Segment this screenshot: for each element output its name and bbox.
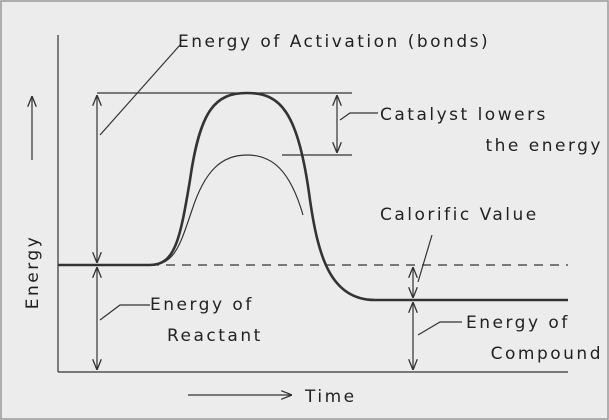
- compound-label: Energy of: [466, 313, 570, 333]
- compound-label: Compound: [491, 344, 603, 364]
- x-axis-label: Time: [304, 387, 357, 407]
- leader: [339, 112, 378, 121]
- leader: [417, 234, 433, 283]
- catalyst-curve: [149, 154, 304, 266]
- reactant-label: Reactant: [167, 326, 263, 346]
- reaction-curve: [58, 91, 568, 302]
- catalyst-label: Catalyst lowers: [380, 105, 548, 125]
- leader: [99, 44, 181, 136]
- leader: [417, 321, 462, 336]
- leader: [99, 304, 150, 321]
- catalyst-label: the energy: [485, 136, 603, 156]
- reactant-label: Energy of: [150, 295, 254, 315]
- y-axis-label: Energy: [23, 235, 43, 310]
- activation-label: Energy of Activation (bonds): [178, 32, 490, 52]
- calorific-label: Calorific Value: [380, 205, 539, 225]
